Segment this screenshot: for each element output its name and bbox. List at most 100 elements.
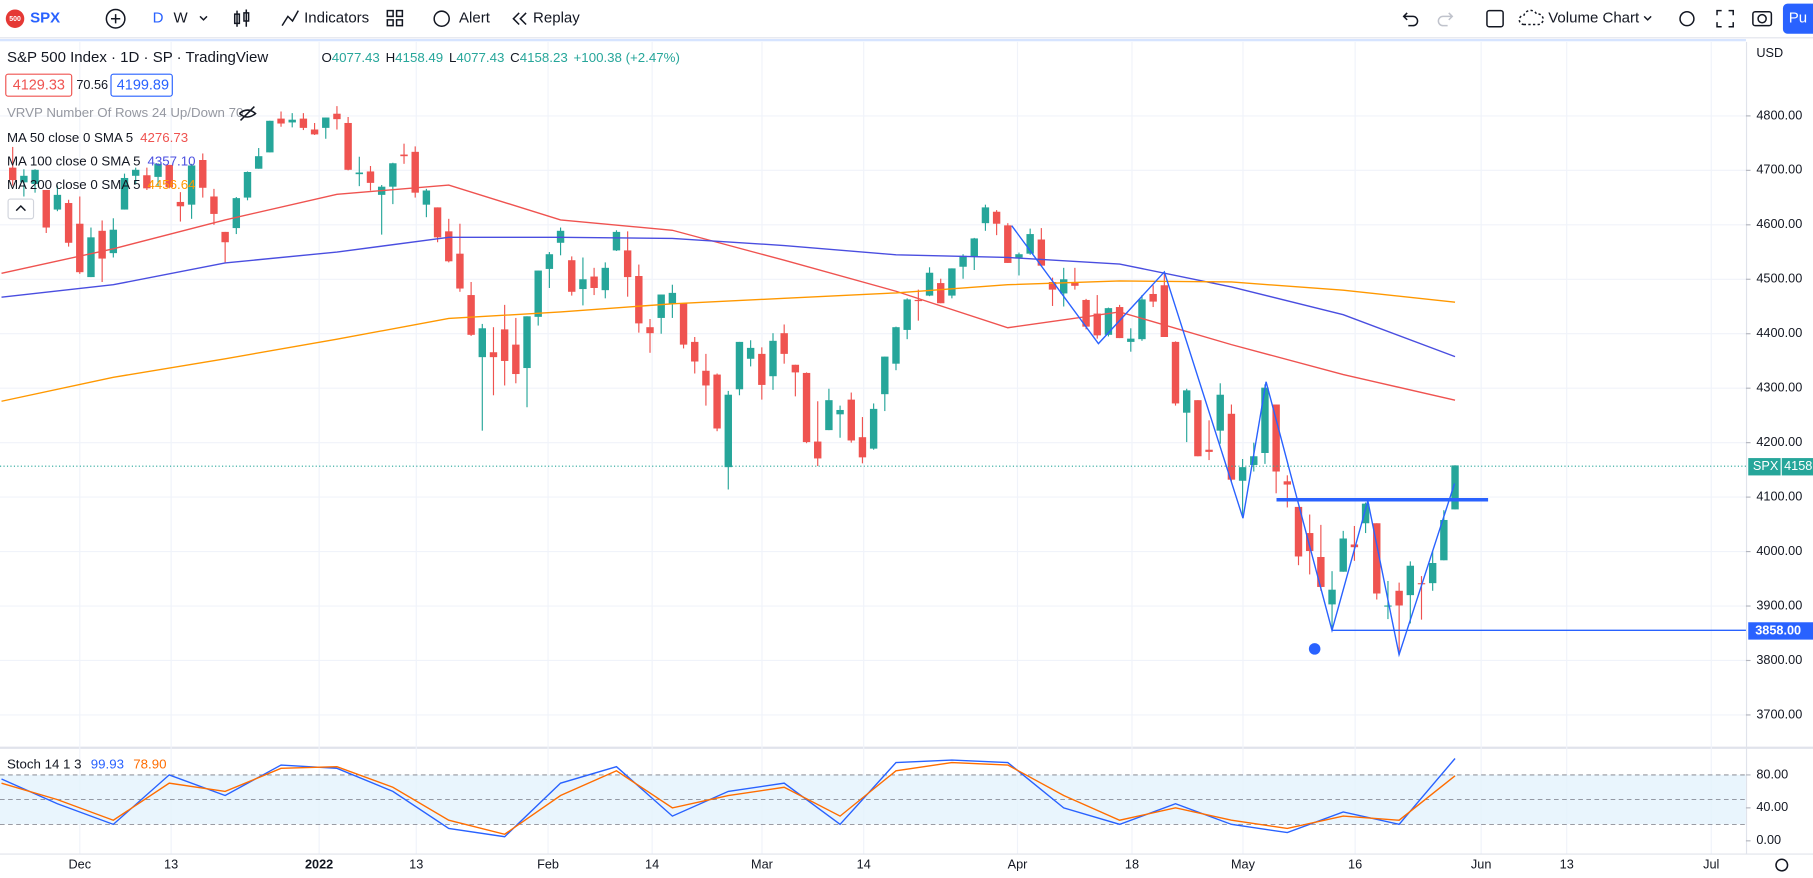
candle-body <box>422 190 431 205</box>
candle-body <box>1138 299 1146 340</box>
layout-name[interactable]: Volume Chart <box>1548 10 1640 27</box>
settings[interactable] <box>1679 11 1695 27</box>
candle-body <box>1283 481 1292 485</box>
indicator-label: MA 100 close 0 SMA 5 <box>7 153 141 168</box>
candle-body <box>500 329 509 361</box>
candle-body <box>456 253 464 289</box>
candle-body <box>713 374 721 429</box>
candle-body <box>53 194 62 210</box>
candle-body <box>232 198 241 229</box>
moving-average <box>1 236 1456 358</box>
indicators-button[interactable]: Indicators <box>304 10 369 27</box>
x-tick-label: Jun <box>1471 856 1491 871</box>
candle-body <box>925 272 934 296</box>
undo[interactable] <box>1402 12 1419 27</box>
y-tick-label: 4800.00 <box>1756 107 1802 122</box>
replay-button[interactable]: Replay <box>533 10 580 27</box>
chevron[interactable] <box>1643 15 1652 21</box>
price-tag <box>1748 458 1781 476</box>
symbol[interactable]: SPX <box>30 10 60 27</box>
candle-body <box>42 189 50 228</box>
price-pane <box>1 106 1459 656</box>
time-axis: Dec 13 2022 13 Feb 14 Mar 14 Apr 18 May 16 Jun 13 Jul <box>68 856 1719 871</box>
symbol-icon[interactable] <box>5 9 25 28</box>
snapshot[interactable] <box>1752 11 1773 27</box>
templates[interactable] <box>386 9 394 18</box>
price-tag <box>1781 458 1813 476</box>
alarm-marker[interactable] <box>1308 643 1321 655</box>
stoch-title: Stoch 14 1 3 <box>7 756 82 771</box>
fullscreen[interactable] <box>1716 9 1734 28</box>
candle-body <box>691 341 699 362</box>
redo[interactable] <box>1437 12 1454 27</box>
candle-body <box>143 175 151 189</box>
candle-body <box>1451 465 1459 510</box>
ohlc-part: 4158.23 <box>520 50 568 65</box>
ask-box[interactable] <box>110 73 173 97</box>
alert-button[interactable]: Alert <box>459 10 491 27</box>
symbol-title: S&P 500 Index · 1D · SP · TradingView <box>7 49 268 66</box>
indicator-value: 4456.64 <box>148 177 196 192</box>
add-symbol[interactable] <box>105 8 126 29</box>
legend: S&P 500 Index · 1D · SP · TradingView O4… <box>5 49 680 771</box>
candle-body <box>1037 239 1046 266</box>
candle-body <box>120 177 129 210</box>
candle-body <box>1205 449 1213 452</box>
candle-body <box>109 229 118 254</box>
zigzag[interactable] <box>1011 225 1456 658</box>
candle-body <box>623 250 632 278</box>
layout-icon[interactable] <box>1486 9 1504 28</box>
y-tick-label: 4400.00 <box>1756 325 1802 340</box>
candle-body <box>1227 413 1236 480</box>
candle-body <box>176 201 185 207</box>
candle-body <box>1428 563 1437 584</box>
candle-body <box>948 268 956 296</box>
candle-body <box>199 160 207 188</box>
chart-type[interactable] <box>233 9 250 27</box>
interval[interactable]: D <box>153 10 164 27</box>
y-tick-label: 3700.00 <box>1756 706 1802 721</box>
add-icon <box>111 14 121 24</box>
x-tick-label: 2022 <box>305 856 333 871</box>
candle-body <box>277 118 285 124</box>
stoch-value: 99.93 <box>91 756 124 771</box>
candle-body <box>735 341 744 390</box>
candle-body <box>322 117 330 128</box>
moving-average <box>1 280 1456 402</box>
candle-body <box>545 254 554 269</box>
candle-body <box>31 169 39 184</box>
candle-body <box>769 340 777 377</box>
axis-settings[interactable] <box>1775 858 1789 872</box>
candle-body <box>1305 533 1314 552</box>
y-tick-label: 3800.00 <box>1756 652 1802 667</box>
candle-body <box>1373 523 1381 594</box>
ohlc: O4077.43 H4158.49 L4077.43 C4158.23 +100.38 … <box>321 50 679 65</box>
hide-icon[interactable] <box>238 106 257 121</box>
candle-body <box>489 352 498 358</box>
candle-body <box>445 231 453 262</box>
replay-icon <box>512 12 527 26</box>
chevron[interactable] <box>199 15 208 21</box>
publish-button[interactable] <box>1782 3 1813 34</box>
price-tag-value: 4158.23 <box>1784 458 1813 473</box>
price-axis: 3700.00 3800.00 3900.00 4000.00 4100.00 4200.… <box>1745 107 1802 847</box>
candle-body <box>1149 293 1157 302</box>
y-tick-label: 40.00 <box>1756 799 1788 814</box>
candle-body <box>791 364 800 373</box>
interval[interactable]: W <box>173 10 188 27</box>
candle-body <box>657 294 665 318</box>
stoch-legend: Stoch 14 1 3 99.93 78.90 <box>7 756 167 771</box>
candle-body <box>288 119 296 123</box>
candle-body <box>478 328 486 358</box>
candle-body <box>1071 282 1079 286</box>
candle-body <box>724 394 732 468</box>
candle-body <box>1048 281 1057 290</box>
collapse-button[interactable] <box>7 198 35 220</box>
symbol-badge: 500 <box>9 16 21 23</box>
candle-body <box>1361 503 1370 524</box>
candle-body <box>814 441 822 459</box>
bid-box[interactable] <box>5 73 73 97</box>
x-tick-label: 13 <box>1560 856 1574 871</box>
candle-body <box>534 270 542 317</box>
